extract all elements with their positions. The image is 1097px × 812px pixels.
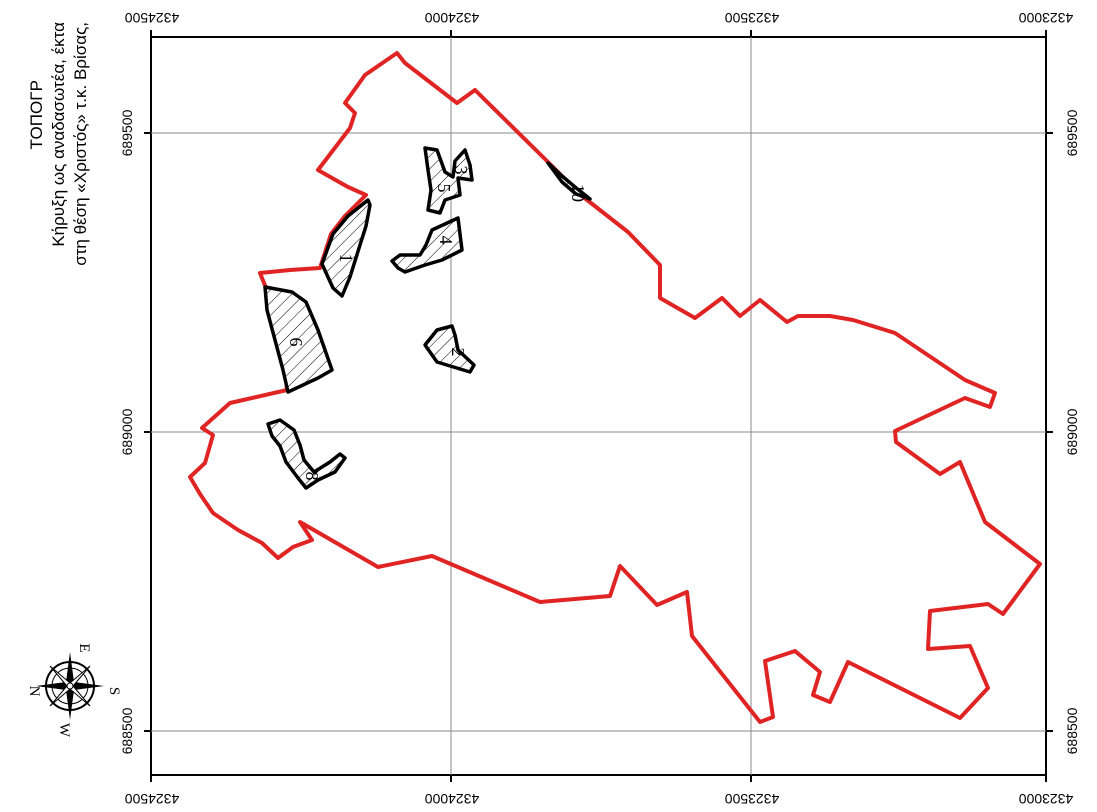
bottom-coordinate-labels: 4324500 4324000 4323500 4323000: [125, 791, 1074, 807]
parcel-label-8: 8: [302, 472, 322, 481]
parcel-10: [546, 161, 592, 201]
parcel-label-6: 6: [286, 338, 306, 347]
parcel-8: [266, 418, 347, 490]
parcel-4: [390, 216, 464, 274]
parcel-label-3: 3: [451, 166, 471, 175]
coord-label-top-4324500: 4324500: [125, 10, 180, 26]
parcel-label-1: 1: [336, 254, 356, 263]
parcels: [263, 146, 592, 490]
top-coordinate-labels: 4324500 4324000 4323500 4323000: [125, 10, 1074, 26]
parcel-2: [423, 324, 476, 374]
compass-rose: N S E W: [26, 643, 122, 738]
parcel-label-10: 10: [568, 184, 588, 202]
coord-label-right-688500: 688500: [1064, 707, 1080, 754]
compass-south-label: S: [106, 687, 122, 695]
compass-east-label: E: [76, 643, 92, 652]
coord-label-left-689500: 689500: [119, 109, 135, 156]
compass-center-icon: [66, 682, 74, 690]
coord-label-bottom-4323500: 4323500: [725, 791, 780, 807]
parcel-1: [320, 198, 372, 298]
coord-label-right-689500: 689500: [1064, 109, 1080, 156]
coord-label-top-4324000: 4324000: [425, 10, 480, 26]
map-title: ΤΟΠΟΓΡ Κήρυξη ως αναδασωτέα, έκτα στη θέ…: [27, 22, 90, 266]
title-line-1: ΤΟΠΟΓΡ: [27, 80, 46, 150]
parcel-label-4: 4: [436, 236, 456, 245]
coord-label-top-4323000: 4323000: [1019, 10, 1074, 26]
grid: [151, 37, 1046, 775]
map-frame: [150, 36, 1047, 776]
coord-label-bottom-4324000: 4324000: [425, 791, 480, 807]
coord-label-bottom-4323000: 4323000: [1019, 791, 1074, 807]
parcel-3: [423, 146, 474, 215]
parcel-label-2: 2: [448, 348, 468, 357]
compass-north-label: N: [26, 686, 42, 697]
coord-label-left-688500: 688500: [119, 707, 135, 754]
coord-label-right-689000: 689000: [1064, 408, 1080, 455]
left-coordinate-labels: 689500 689000 688500: [119, 109, 135, 754]
title-line-2: Κήρυξη ως αναδασωτέα, έκτα: [49, 22, 68, 247]
coord-label-left-689000: 689000: [119, 408, 135, 455]
parcel-6: [263, 285, 334, 394]
ticks: [144, 30, 1053, 782]
parcel-label-5: 5: [434, 184, 454, 193]
study-area-boundary: [188, 51, 1042, 724]
compass-west-label: W: [56, 723, 72, 738]
title-line-3: στη θέση «Χριστός» τ.κ. Βρίσας,: [71, 22, 90, 266]
coord-label-top-4323500: 4323500: [725, 10, 780, 26]
parcel-labels: 1 2 3 4 5 6 8 10: [286, 166, 588, 481]
coord-label-bottom-4324500: 4324500: [125, 791, 180, 807]
right-coordinate-labels: 689500 689000 688500: [1064, 109, 1080, 754]
